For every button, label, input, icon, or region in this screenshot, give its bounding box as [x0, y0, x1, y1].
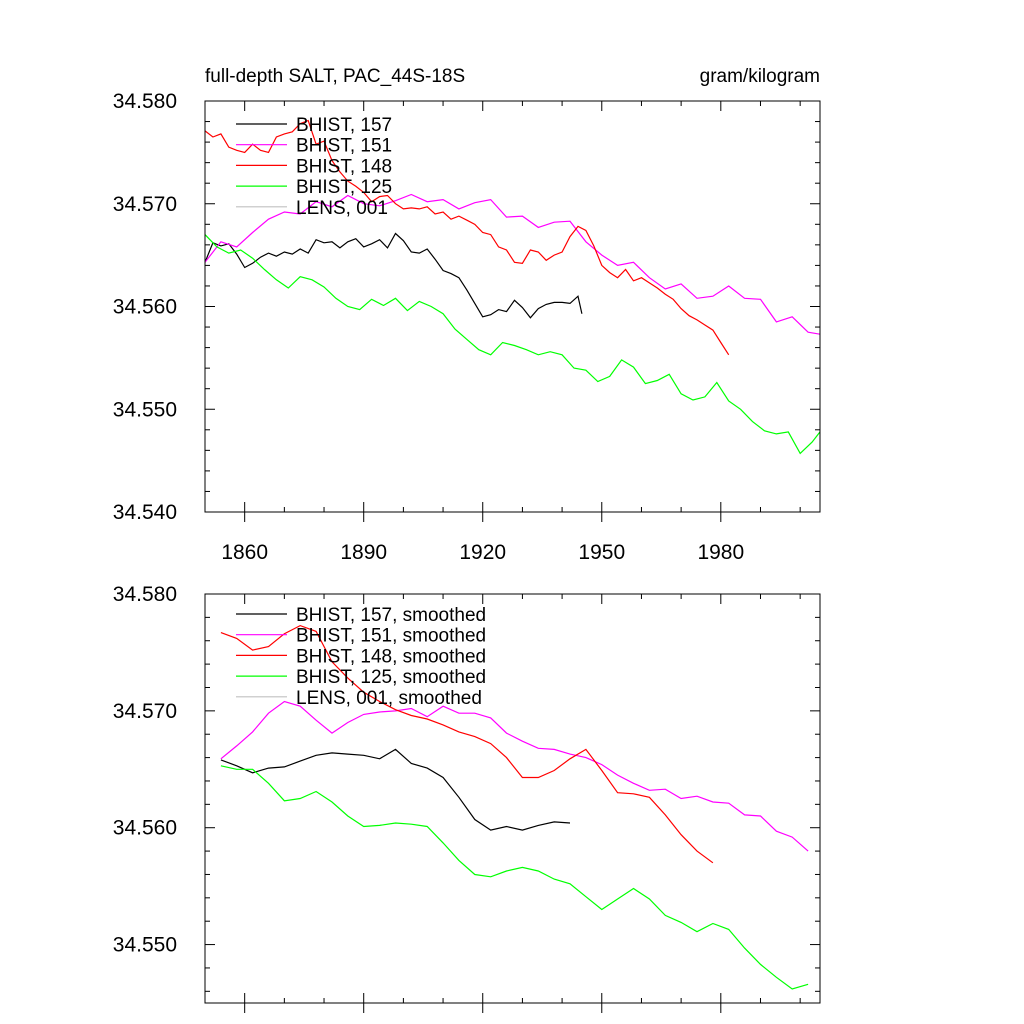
top-legend-label-bhist-148: BHIST, 148 [296, 156, 392, 177]
top-y-tick-label: 34.550 [113, 398, 177, 421]
top-y-tick-label: 34.580 [113, 90, 177, 113]
bottom-legend-label-lens-001-smoothed: LENS, 001, smoothed [296, 688, 482, 709]
top-legend-label-bhist-125: BHIST, 125 [296, 177, 392, 198]
top-legend-label-bhist-157: BHIST, 157 [296, 115, 392, 136]
chart-units: gram/kilogram [700, 66, 820, 87]
bottom-legend-label-bhist-125-smoothed: BHIST, 125, smoothed [296, 667, 486, 688]
top-legend-label-bhist-151: BHIST, 151 [296, 136, 392, 157]
top-panel: 34.540 34.550 34.560 34.570 34.580 1860 1890 19… [113, 90, 821, 564]
bottom-y-tick-label: 34.570 [113, 700, 177, 723]
bottom-panel: 34.550 34.560 34.570 34.580 BHIST, 157, smo… [113, 583, 821, 1013]
top-x-tick-label: 1980 [697, 541, 744, 564]
bottom-y-tick-label: 34.560 [113, 817, 177, 840]
bottom-series-bhist-148-smoothed [220, 624, 714, 864]
bottom-legend-label-bhist-157-smoothed: BHIST, 157, smoothed [296, 605, 486, 626]
bottom-y-tick-label: 34.550 [113, 934, 177, 957]
top-y-tick-label: 34.570 [113, 193, 177, 216]
top-legend-label-lens-001: LENS, 001 [296, 198, 388, 219]
top-series-bhist-125 [205, 234, 820, 455]
bottom-series-bhist-151-smoothed [220, 700, 809, 852]
top-x-tick-label: 1920 [459, 541, 506, 564]
bottom-y-tick-label: 34.580 [113, 583, 177, 606]
top-series-bhist-151 [205, 193, 820, 335]
bottom-axes: 34.550 34.560 34.570 34.580 [113, 583, 821, 1013]
bottom-legend-label-bhist-148-smoothed: BHIST, 148, smoothed [296, 646, 486, 667]
top-axes: 34.540 34.550 34.560 34.570 34.580 1860 1890 19… [113, 90, 821, 564]
chart-title: full-depth SALT, PAC_44S-18S [205, 66, 465, 87]
bottom-series-lines [220, 624, 809, 990]
bottom-plot-frame [204, 593, 821, 1004]
top-y-tick-label: 34.540 [113, 501, 177, 524]
bottom-legend-label-bhist-151-smoothed: BHIST, 151, smoothed [296, 626, 486, 647]
top-series-bhist-157 [205, 232, 583, 319]
top-y-tick-label: 34.560 [113, 296, 177, 319]
top-series-bhist-148 [205, 119, 730, 356]
top-x-tick-label: 1950 [578, 541, 625, 564]
top-x-tick-label: 1890 [340, 541, 387, 564]
bottom-series-bhist-125-smoothed [220, 765, 809, 990]
top-x-tick-label: 1860 [221, 541, 268, 564]
top-series-lines [205, 119, 820, 455]
bottom-series-bhist-157-smoothed [220, 748, 571, 831]
